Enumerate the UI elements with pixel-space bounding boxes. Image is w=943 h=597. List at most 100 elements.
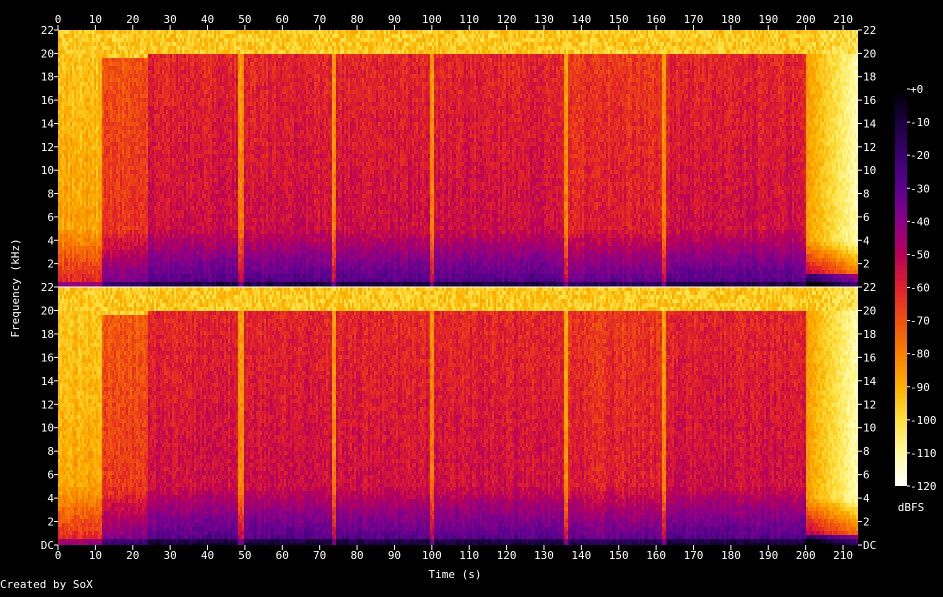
spectrogram-cell [120, 102, 122, 106]
spectrogram-cell [208, 174, 210, 178]
spectrogram-cell [102, 98, 104, 102]
spectrogram-cell [184, 86, 186, 90]
spectrogram-cell [166, 226, 168, 230]
spectrogram-cell [100, 106, 102, 110]
spectrogram-cell [128, 214, 130, 218]
spectrogram-cell [140, 118, 142, 122]
spectrogram-cell [170, 110, 172, 114]
spectrogram-cell [168, 54, 170, 58]
spectrogram-cell [152, 218, 154, 222]
spectrogram-cell [104, 158, 106, 162]
spectrogram-cell [90, 138, 92, 142]
spectrogram-cell [72, 254, 74, 258]
spectrogram-cell [178, 142, 180, 146]
spectrogram-cell [144, 122, 146, 126]
spectrogram-cell [58, 266, 60, 270]
spectrogram-cell [66, 226, 68, 230]
spectrogram-cell [114, 70, 116, 74]
spectrogram-cell [126, 242, 128, 246]
spectrogram-cell [80, 190, 82, 194]
spectrogram-cell [186, 242, 188, 246]
spectrogram-cell [128, 114, 130, 118]
spectrogram-cell [112, 250, 114, 254]
spectrogram-cell [92, 274, 94, 278]
spectrogram-cell [104, 122, 106, 126]
spectrogram-cell [86, 82, 88, 86]
spectrogram-cell [152, 134, 154, 138]
spectrogram-cell [202, 34, 204, 38]
spectrogram-cell [120, 174, 122, 178]
spectrogram-cell [134, 234, 136, 238]
spectrogram-cell [190, 190, 192, 194]
spectrogram-cell [122, 174, 124, 178]
spectrogram-cell [76, 166, 78, 170]
spectrogram-cell [160, 174, 162, 178]
spectrogram-cell [152, 250, 154, 254]
spectrogram-cell [142, 194, 144, 198]
spectrogram-cell [182, 178, 184, 182]
spectrogram-cell [206, 126, 208, 130]
spectrogram-cell [204, 94, 206, 98]
spectrogram-cell [96, 78, 98, 82]
spectrogram-cell [126, 214, 128, 218]
spectrogram-cell [186, 182, 188, 186]
spectrogram-cell [96, 94, 98, 98]
spectrogram-cell [208, 274, 210, 278]
spectrogram-cell [186, 250, 188, 254]
spectrogram-cell [188, 106, 190, 110]
spectrogram-cell [62, 50, 64, 54]
spectrogram-cell [106, 42, 108, 46]
spectrogram-cell [110, 114, 112, 118]
spectrogram-cell [114, 254, 116, 258]
spectrogram-cell [84, 210, 86, 214]
spectrogram-cell [124, 186, 126, 190]
spectrogram-cell [204, 146, 206, 150]
spectrogram-cell [124, 182, 126, 186]
spectrogram-cell [164, 178, 166, 182]
spectrogram-cell [204, 66, 206, 70]
spectrogram-cell [98, 158, 100, 162]
spectrogram-cell [66, 98, 68, 102]
spectrogram-cell [182, 226, 184, 230]
spectrogram-cell [158, 90, 160, 94]
spectrogram-cell [110, 38, 112, 42]
spectrogram-cell [60, 58, 62, 62]
spectrogram-cell [58, 194, 60, 198]
spectrogram-cell [124, 146, 126, 150]
spectrogram-cell [196, 194, 198, 198]
spectrogram-cell [196, 142, 198, 146]
spectrogram-cell [160, 130, 162, 134]
spectrogram-cell [60, 138, 62, 142]
spectrogram-cell [100, 98, 102, 102]
spectrogram-cell [140, 278, 142, 282]
spectrogram-cell [90, 126, 92, 130]
spectrogram-cell [80, 226, 82, 230]
spectrogram-cell [152, 30, 154, 34]
spectrogram-cell [158, 62, 160, 66]
spectrogram-cell [208, 90, 210, 94]
spectrogram-cell [186, 262, 188, 266]
spectrogram-cell [94, 102, 96, 106]
spectrogram-cell [162, 242, 164, 246]
spectrogram-cell [174, 202, 176, 206]
spectrogram-cell [136, 170, 138, 174]
spectrogram-cell [144, 246, 146, 250]
spectrogram-cell [200, 246, 202, 250]
spectrogram-cell [104, 202, 106, 206]
spectrogram-cell [106, 182, 108, 186]
spectrogram-cell [208, 250, 210, 254]
spectrogram-cell [82, 210, 84, 214]
spectrogram-cell [138, 202, 140, 206]
spectrogram-cell [110, 86, 112, 90]
spectrogram-cell [158, 50, 160, 54]
spectrogram-cell [184, 42, 186, 46]
spectrogram-cell [104, 266, 106, 270]
spectrogram-cell [150, 106, 152, 110]
spectrogram-cell [96, 210, 98, 214]
spectrogram-cell [152, 194, 154, 198]
spectrogram-cell [120, 62, 122, 66]
spectrogram-cell [174, 122, 176, 126]
spectrogram-cell [150, 134, 152, 138]
spectrogram-cell [204, 238, 206, 242]
spectrogram-cell [78, 162, 80, 166]
